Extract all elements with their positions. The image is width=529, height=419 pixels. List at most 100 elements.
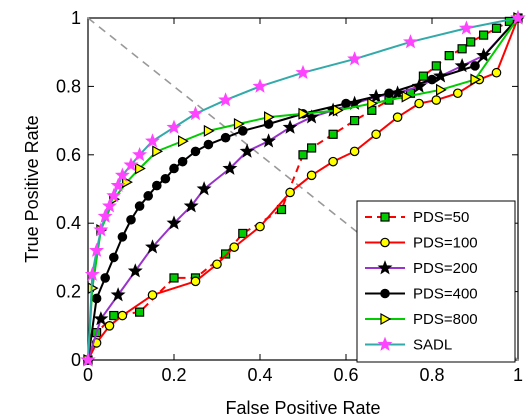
data-point (123, 157, 139, 172)
data-point (152, 180, 162, 191)
data-point (143, 191, 153, 201)
x-tick-label: 0.6 (333, 365, 358, 385)
x-tick-label: 0.4 (247, 365, 272, 385)
legend-label: PDS=400 (413, 286, 478, 303)
y-tick-label: 1 (71, 8, 81, 28)
data-point (239, 143, 255, 158)
data-point (436, 83, 447, 96)
data-point (166, 215, 182, 230)
x-axis-label: False Positive Rate (225, 398, 380, 418)
data-point (110, 177, 126, 192)
data-point (126, 214, 136, 225)
data-point (510, 10, 526, 25)
data-point (252, 78, 268, 93)
data-point (255, 221, 265, 232)
series-pds-200 (80, 10, 526, 367)
legend-box (356, 200, 516, 363)
data-point (350, 115, 360, 126)
data-point (328, 129, 338, 139)
data-point (169, 163, 179, 174)
legend-label: PDS=100 (413, 235, 478, 252)
data-point (261, 133, 277, 148)
data-point (160, 173, 171, 184)
data-point (109, 252, 119, 263)
x-tick-label: 1 (513, 365, 523, 385)
data-point (93, 311, 109, 326)
data-point (106, 188, 122, 203)
data-point (367, 97, 379, 110)
data-point (233, 118, 245, 131)
data-point (109, 310, 119, 321)
legend-label: SADL (413, 337, 452, 354)
reference-diagonal (87, 17, 519, 361)
data-point (84, 266, 100, 281)
data-point (203, 124, 215, 137)
legend-marker-swatch (380, 288, 390, 299)
legend-marker-swatch (380, 237, 390, 248)
data-point (491, 67, 502, 78)
y-tick-label: 0.2 (56, 282, 81, 302)
legend-marker-swatch (377, 260, 393, 275)
data-point (93, 222, 109, 237)
x-tick-label: 0.2 (161, 365, 186, 385)
legend-label: PDS=50 (413, 209, 469, 226)
legend-marker-swatch (380, 212, 390, 222)
data-point (285, 187, 295, 198)
data-point (433, 68, 449, 83)
data-point (132, 146, 148, 162)
data-point (229, 242, 239, 252)
legend-entry: PDS=400 (365, 286, 478, 303)
legend-label: PDS=800 (413, 311, 478, 328)
data-point (110, 287, 126, 302)
legend-entry: SADL (365, 337, 452, 354)
legend-entry: PDS=800 (365, 311, 478, 328)
data-point (135, 307, 145, 317)
tick-labels: 00 0.2 0.2 0.4 0.4 0.6 0.6 0.8 0.8 1 1 (56, 8, 523, 385)
data-point (100, 273, 110, 283)
data-point (332, 104, 344, 117)
data-point (457, 44, 467, 54)
data-point (222, 160, 238, 175)
data-point (152, 145, 164, 158)
data-point (307, 143, 317, 153)
data-point (491, 23, 502, 33)
data-point (347, 51, 363, 66)
data-point (427, 74, 437, 85)
data-point (212, 259, 222, 270)
data-point (431, 95, 442, 105)
data-point (203, 139, 214, 150)
data-point (431, 61, 441, 71)
data-point (466, 37, 476, 47)
data-point (403, 34, 418, 49)
legend-entry: PDS=50 (365, 209, 469, 226)
chance-diagonal-line (87, 17, 519, 361)
data-point (411, 78, 427, 93)
data-point (169, 273, 179, 283)
data-point (458, 20, 474, 35)
data-point (145, 239, 160, 254)
legend-entry: PDS=100 (365, 235, 478, 252)
data-point (220, 132, 231, 143)
data-point (401, 90, 413, 103)
y-tick-label: 0.6 (56, 145, 81, 165)
data-point (190, 276, 201, 287)
data-point (392, 112, 403, 122)
data-point (298, 150, 308, 160)
data-point (221, 249, 231, 259)
data-point (371, 129, 381, 140)
data-point (328, 156, 338, 167)
data-point (444, 51, 454, 61)
data-point (135, 162, 146, 175)
data-point (238, 126, 248, 136)
data-point (166, 119, 182, 134)
data-point (117, 232, 128, 242)
data-point (188, 105, 203, 121)
data-point (117, 310, 128, 321)
data-point (134, 201, 145, 211)
data-point (145, 133, 160, 148)
data-point (114, 167, 130, 182)
data-point (196, 181, 212, 196)
y-axis-label: True Positive Rate (22, 115, 42, 262)
data-point (282, 119, 298, 134)
legend-marker-swatch (377, 336, 393, 351)
